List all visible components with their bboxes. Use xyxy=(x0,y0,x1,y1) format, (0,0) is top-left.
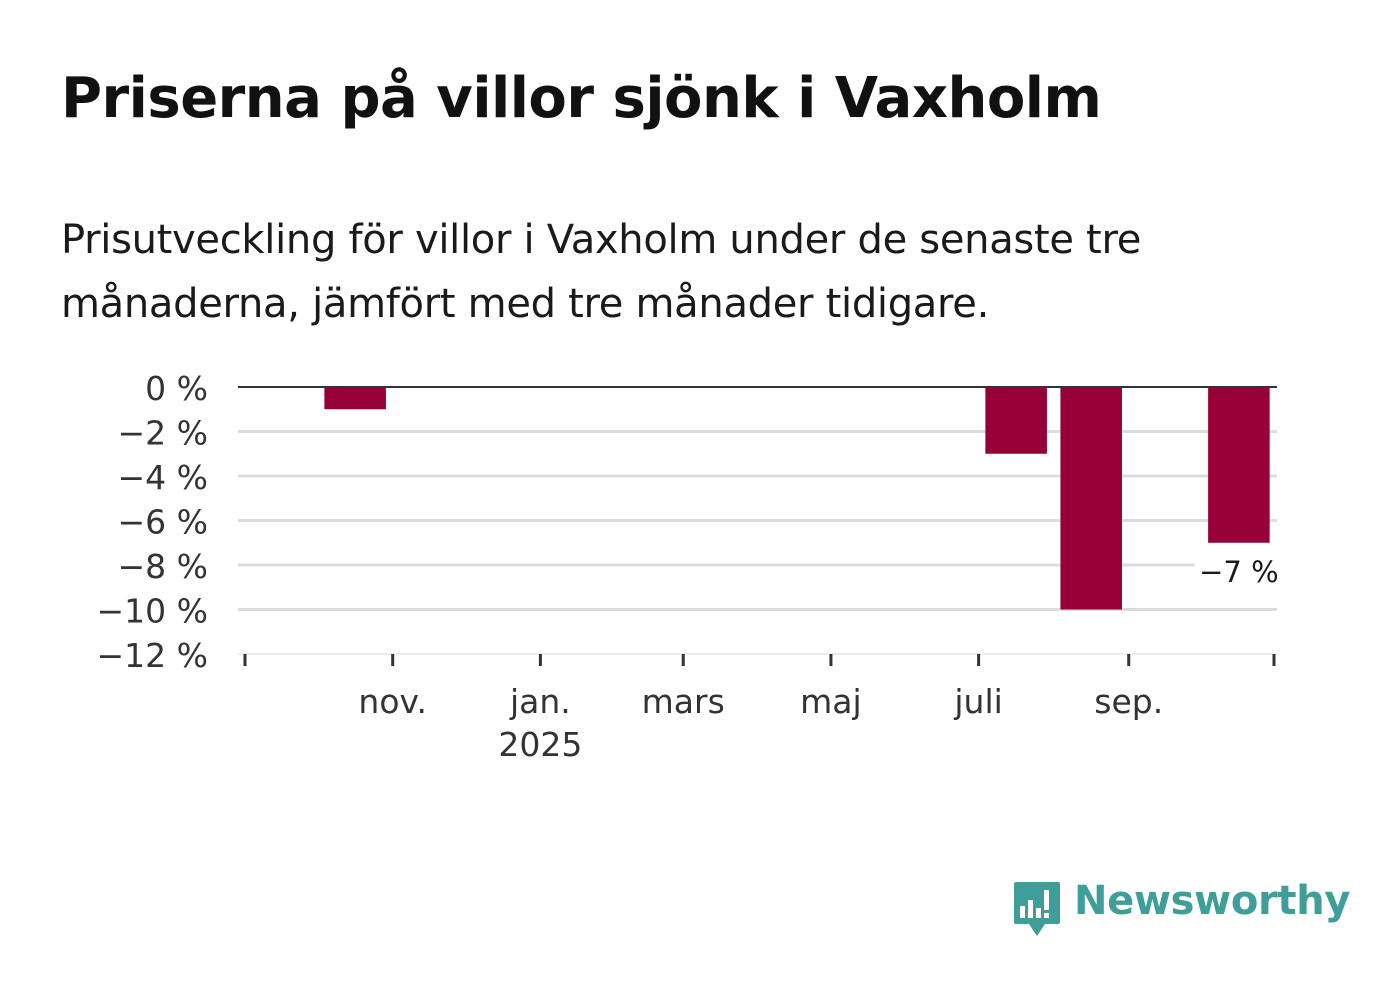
y-tick-label: −4 % xyxy=(118,458,209,497)
bar-chart: nov. jan. 2025 mars maj juli sep. 0 % −2 % −4 % −… xyxy=(96,369,1283,764)
x-tick-label: jan. xyxy=(509,682,571,721)
newsworthy-logo: Newsworthy xyxy=(1012,878,1351,940)
y-tick-label: 0 % xyxy=(145,369,208,408)
bar xyxy=(985,387,1047,454)
chart-subtitle: Prisutveckling för villor i Vaxholm unde… xyxy=(61,217,1142,327)
annotations: −7 % xyxy=(1194,549,1283,589)
y-tick-label: −8 % xyxy=(118,547,209,586)
bar xyxy=(324,387,386,410)
x-tick-label: juli xyxy=(953,682,1002,721)
x-axis: nov. jan. 2025 mars maj juli sep. xyxy=(238,653,1277,764)
x-tick-label: nov. xyxy=(358,682,427,721)
x-tick-label: mars xyxy=(642,682,725,721)
y-axis-labels: 0 % −2 % −4 % −6 % −8 % −10 % −12 % xyxy=(97,369,209,675)
y-tick-label: −6 % xyxy=(118,503,209,542)
chart-title: Priserna på villor sjönk i Vaxholm xyxy=(61,66,1102,131)
newsworthy-logo-icon xyxy=(1014,882,1060,936)
y-tick-label: −2 % xyxy=(118,414,209,453)
bar xyxy=(1060,387,1122,610)
y-tick-label: −12 % xyxy=(97,636,209,675)
y-tick-label: −10 % xyxy=(97,592,209,631)
brand-name: Newsworthy xyxy=(1074,878,1351,924)
x-tick-sublabel: 2025 xyxy=(498,725,582,764)
bar xyxy=(1208,387,1270,543)
x-tick-label: sep. xyxy=(1094,682,1163,721)
bars xyxy=(324,387,1270,610)
x-tick-label: maj xyxy=(800,682,862,721)
data-label: −7 % xyxy=(1199,555,1279,589)
data-label-background xyxy=(1194,549,1283,588)
